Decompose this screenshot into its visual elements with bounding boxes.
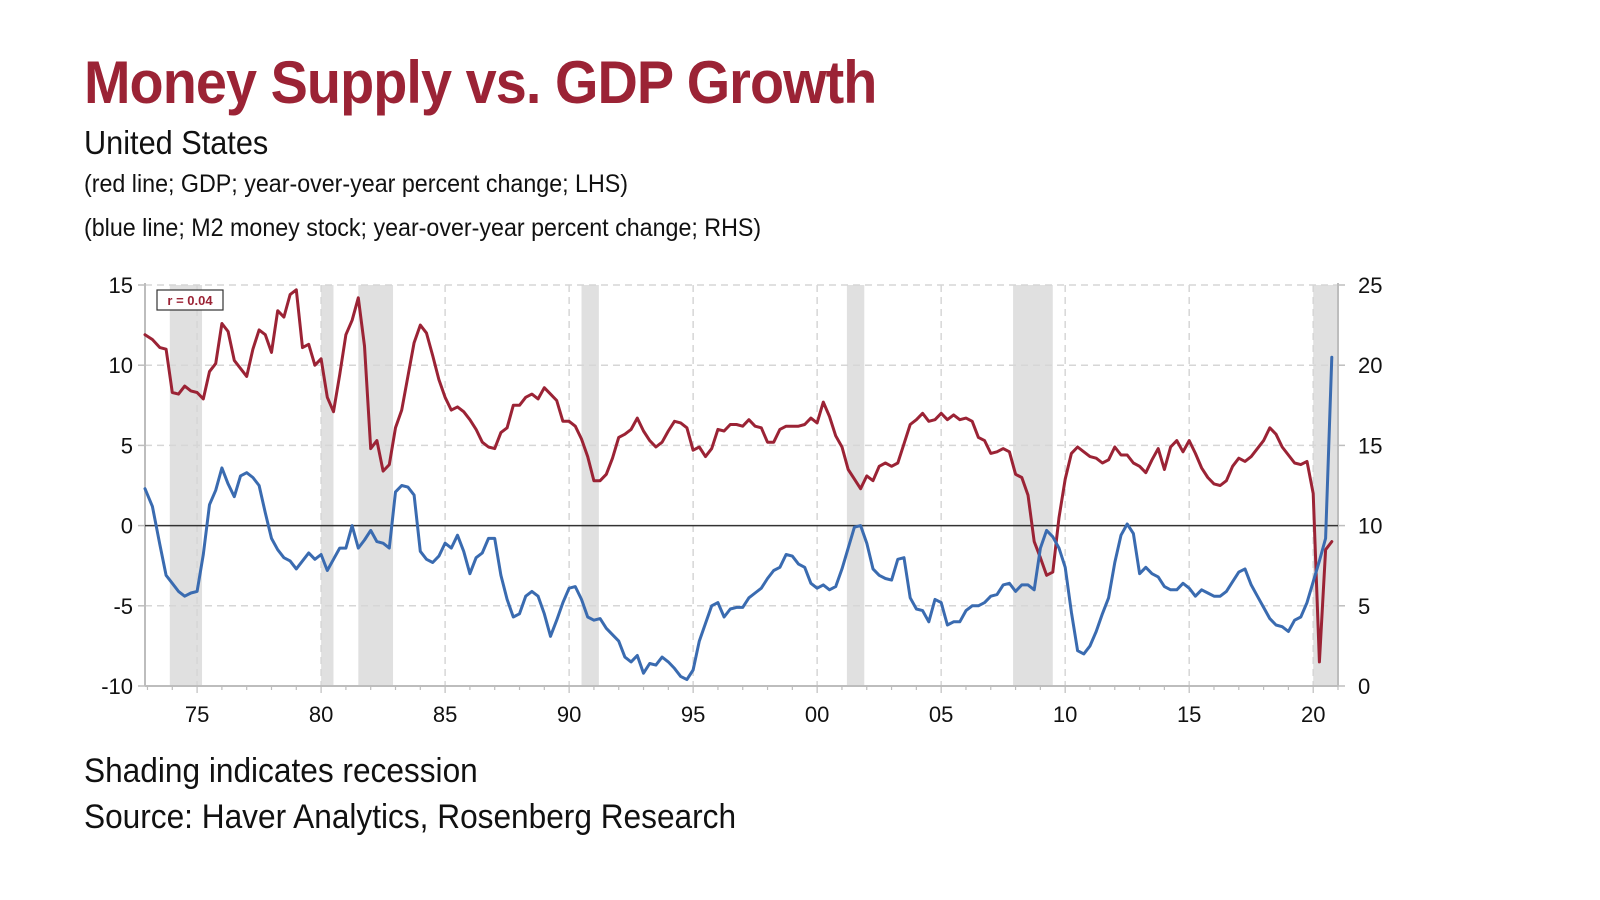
recession-band <box>581 285 599 686</box>
x-tick-label: 05 <box>929 702 953 727</box>
left-tick-label: 5 <box>121 433 133 458</box>
x-tick-label: 00 <box>805 702 829 727</box>
series-lines <box>143 288 1334 682</box>
correlation-box <box>156 289 224 311</box>
left-tick-label: -10 <box>101 674 133 699</box>
gridlines <box>145 284 1338 686</box>
left-tick-label: 0 <box>121 514 133 539</box>
right-tick-label: 20 <box>1358 353 1382 378</box>
x-tick-label: 10 <box>1053 702 1077 727</box>
source-note: Source: Haver Analytics, Rosenberg Resea… <box>84 798 737 836</box>
right-tick-label: 0 <box>1358 674 1370 699</box>
shading-note: Shading indicates recession <box>84 752 478 790</box>
recession-band <box>321 285 334 686</box>
m2-series-line <box>143 355 1334 682</box>
x-tick-label: 80 <box>309 702 333 727</box>
recession-band <box>1013 285 1053 686</box>
recession-band <box>846 285 865 686</box>
recession-shading <box>169 285 1338 686</box>
x-tick-label: 15 <box>1177 702 1201 727</box>
left-tick-label: -5 <box>113 594 133 619</box>
left-tick-label: 10 <box>109 353 133 378</box>
correlation-label: r = 0.04 <box>167 293 213 308</box>
annotations: r = 0.04 <box>156 289 224 311</box>
series-note-m2: (blue line; M2 money stock; year-over-ye… <box>84 214 762 242</box>
chart-title: Money Supply vs. GDP Growth <box>84 49 877 116</box>
x-tick-label: 85 <box>433 702 457 727</box>
right-tick-label: 10 <box>1358 514 1382 539</box>
right-tick-label: 5 <box>1358 594 1370 619</box>
right-tick-label: 15 <box>1358 433 1382 458</box>
left-tick-label: 15 <box>109 273 133 298</box>
right-tick-label: 25 <box>1358 273 1382 298</box>
x-tick-label: 75 <box>185 702 209 727</box>
x-tick-label: 95 <box>681 702 705 727</box>
series-note-gdp: (red line; GDP; year-over-year percent c… <box>84 170 629 198</box>
x-tick-label: 90 <box>557 702 581 727</box>
x-tick-label: 20 <box>1301 702 1325 727</box>
gdp-series-line <box>143 288 1334 664</box>
chart-subtitle: United States <box>84 124 269 161</box>
axes: 15 10 5 0 -5 -10 25 20 15 10 5 0 75 80 85 90 95 00 05 10 15 2… <box>101 273 1382 727</box>
